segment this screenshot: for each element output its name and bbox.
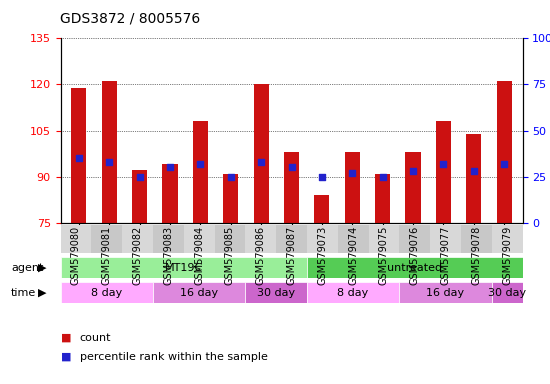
Bar — [375, 174, 390, 223]
FancyBboxPatch shape — [60, 282, 153, 303]
FancyBboxPatch shape — [276, 225, 307, 253]
FancyBboxPatch shape — [430, 225, 461, 253]
Point — [166, 164, 174, 170]
Text: GSM579077: GSM579077 — [441, 226, 450, 285]
Text: time: time — [11, 288, 36, 298]
Bar — [466, 134, 481, 223]
Text: MT19C: MT19C — [164, 263, 203, 273]
FancyBboxPatch shape — [245, 225, 276, 253]
FancyBboxPatch shape — [122, 225, 153, 253]
Bar — [102, 81, 117, 223]
Text: 30 day: 30 day — [257, 288, 295, 298]
Text: GDS3872 / 8005576: GDS3872 / 8005576 — [60, 12, 201, 25]
Text: ▶: ▶ — [39, 263, 47, 273]
Text: GSM579085: GSM579085 — [225, 226, 235, 285]
FancyBboxPatch shape — [461, 225, 492, 253]
Text: ▶: ▶ — [39, 288, 47, 298]
Bar — [497, 81, 512, 223]
Bar — [132, 170, 147, 223]
Bar — [162, 164, 178, 223]
Text: GSM579083: GSM579083 — [163, 226, 173, 285]
Text: 16 day: 16 day — [180, 288, 218, 298]
Text: ■: ■ — [60, 333, 71, 343]
Point — [439, 161, 448, 167]
FancyBboxPatch shape — [399, 225, 430, 253]
Bar — [345, 152, 360, 223]
FancyBboxPatch shape — [153, 225, 184, 253]
FancyBboxPatch shape — [214, 225, 245, 253]
Bar — [405, 152, 421, 223]
Text: GSM579074: GSM579074 — [348, 226, 358, 285]
Text: GSM579079: GSM579079 — [502, 226, 512, 285]
Bar — [254, 84, 269, 223]
Point — [196, 161, 205, 167]
Point — [135, 174, 144, 180]
Point — [409, 168, 417, 174]
Text: GSM579084: GSM579084 — [194, 226, 204, 285]
Point — [470, 168, 478, 174]
Point — [104, 159, 113, 165]
Point — [317, 174, 326, 180]
Text: 16 day: 16 day — [426, 288, 465, 298]
FancyBboxPatch shape — [245, 282, 307, 303]
Text: percentile rank within the sample: percentile rank within the sample — [80, 352, 268, 362]
Point — [348, 170, 357, 176]
FancyBboxPatch shape — [60, 257, 307, 278]
FancyBboxPatch shape — [307, 257, 522, 278]
Bar — [223, 174, 238, 223]
Text: GSM579081: GSM579081 — [102, 226, 112, 285]
Bar — [192, 121, 208, 223]
FancyBboxPatch shape — [492, 282, 522, 303]
Text: ■: ■ — [60, 352, 71, 362]
Point — [257, 159, 266, 165]
Text: GSM579087: GSM579087 — [287, 226, 296, 285]
FancyBboxPatch shape — [184, 225, 214, 253]
Point — [287, 164, 296, 170]
Text: untreated: untreated — [387, 263, 442, 273]
Point — [378, 174, 387, 180]
Bar — [314, 195, 329, 223]
FancyBboxPatch shape — [307, 282, 399, 303]
FancyBboxPatch shape — [492, 225, 522, 253]
Bar — [436, 121, 451, 223]
FancyBboxPatch shape — [399, 282, 492, 303]
Point — [74, 155, 83, 161]
FancyBboxPatch shape — [368, 225, 399, 253]
Text: GSM579078: GSM579078 — [471, 226, 481, 285]
FancyBboxPatch shape — [338, 225, 368, 253]
Text: GSM579080: GSM579080 — [71, 226, 81, 285]
FancyBboxPatch shape — [60, 225, 91, 253]
Text: 8 day: 8 day — [338, 288, 368, 298]
Bar — [284, 152, 299, 223]
Text: GSM579086: GSM579086 — [256, 226, 266, 285]
Text: count: count — [80, 333, 111, 343]
Text: GSM579073: GSM579073 — [317, 226, 327, 285]
FancyBboxPatch shape — [91, 225, 122, 253]
Text: GSM579075: GSM579075 — [379, 226, 389, 285]
Point — [500, 161, 509, 167]
Text: agent: agent — [11, 263, 43, 273]
Text: 8 day: 8 day — [91, 288, 122, 298]
Bar — [71, 88, 86, 223]
Text: GSM579076: GSM579076 — [410, 226, 420, 285]
Text: GSM579082: GSM579082 — [133, 226, 142, 285]
FancyBboxPatch shape — [307, 225, 338, 253]
FancyBboxPatch shape — [153, 282, 245, 303]
Point — [226, 174, 235, 180]
Text: 30 day: 30 day — [488, 288, 526, 298]
